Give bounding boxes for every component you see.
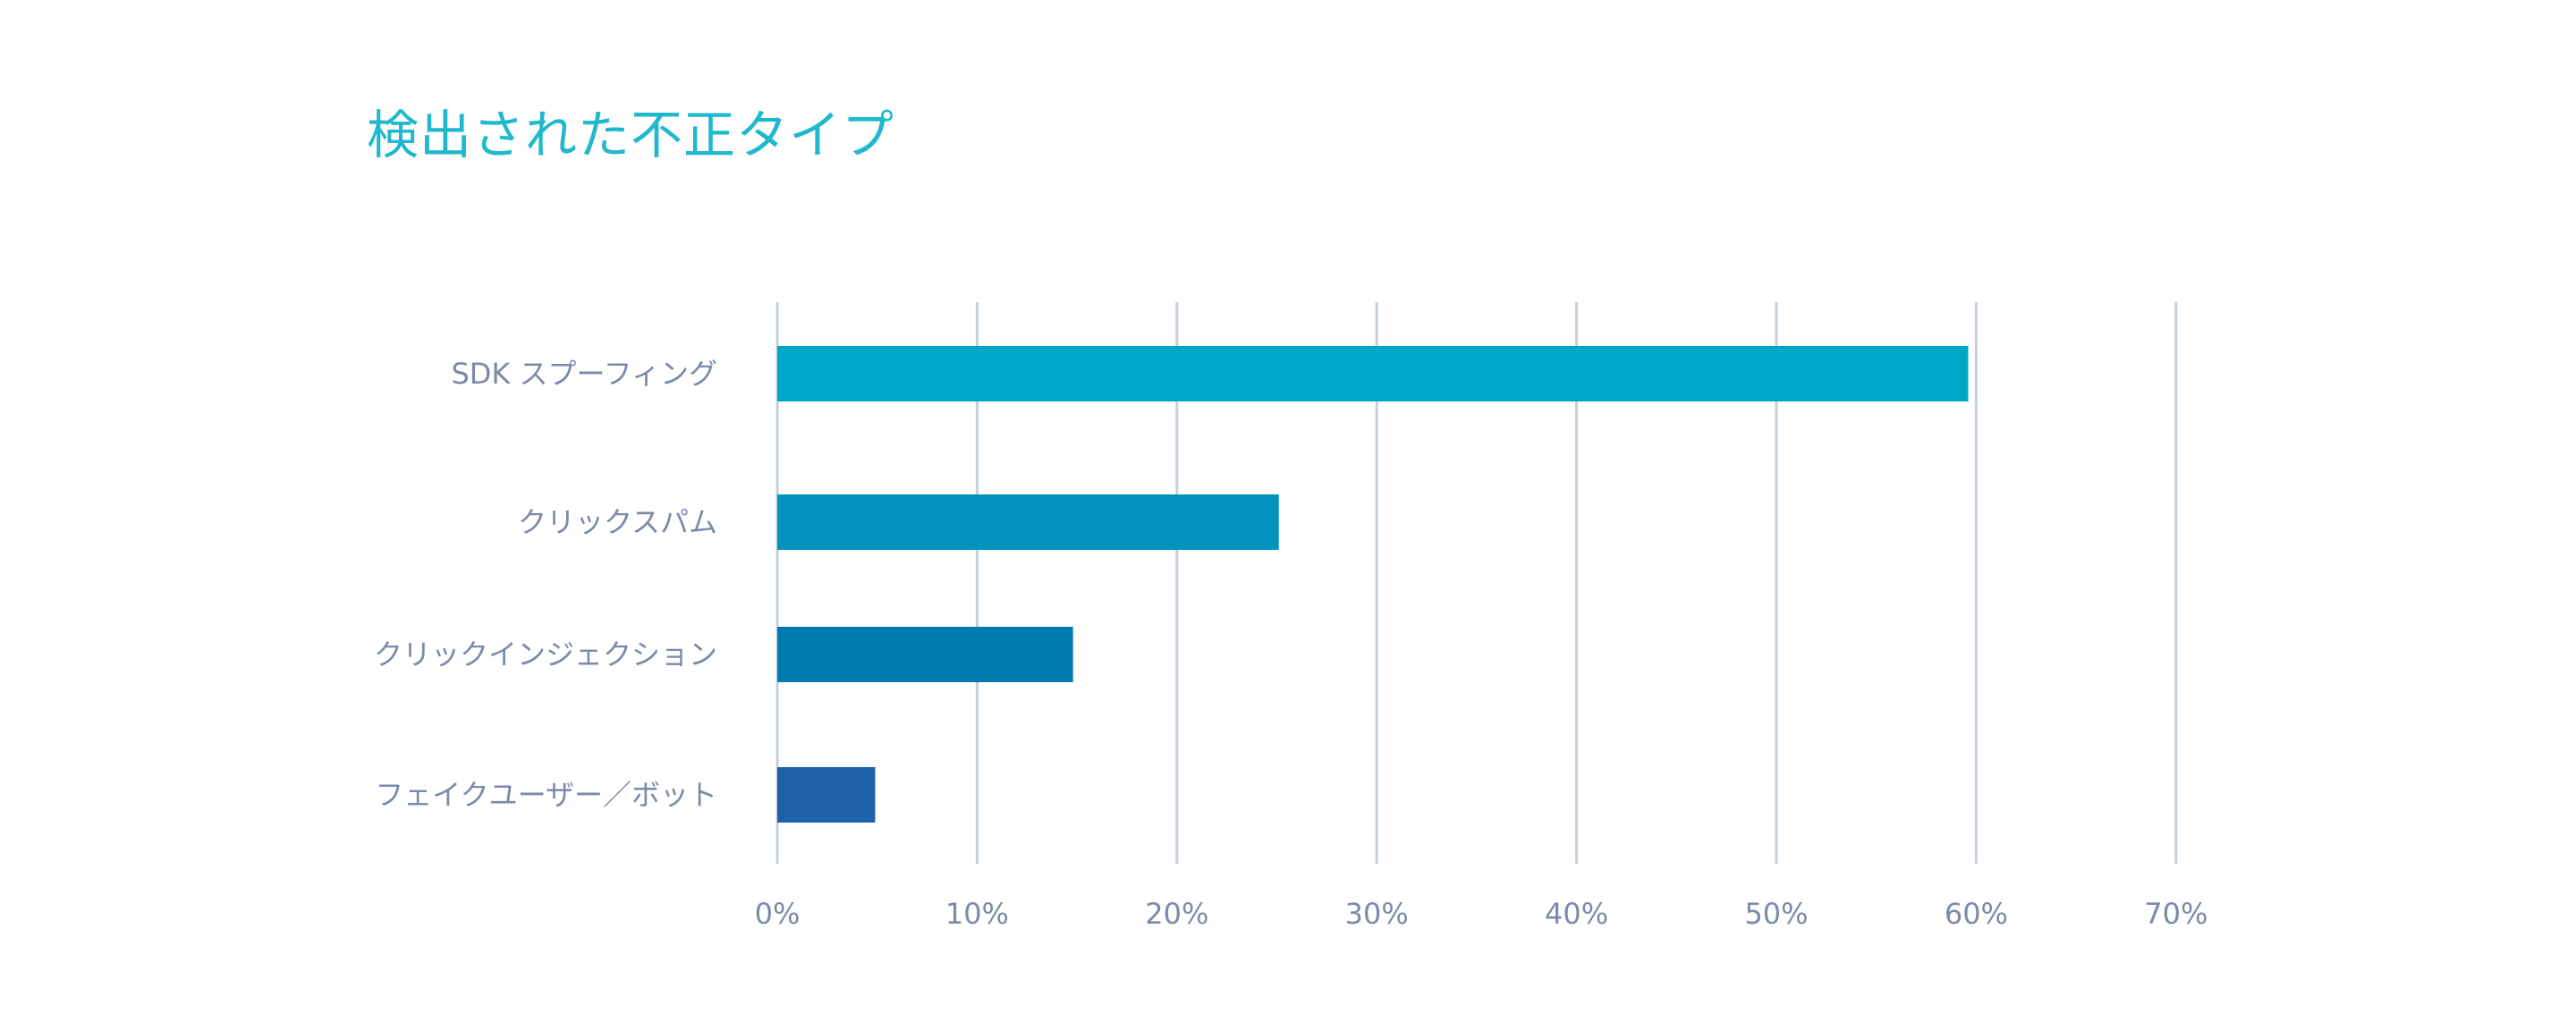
chart-title: 検出された不正タイプ bbox=[367, 105, 895, 165]
x-tick-label: 30% bbox=[1345, 897, 1409, 931]
bar bbox=[777, 494, 1279, 550]
bar bbox=[777, 767, 876, 823]
x-tick-label: 60% bbox=[1945, 897, 2008, 931]
bar bbox=[777, 346, 1969, 401]
x-tick-label: 10% bbox=[945, 897, 1009, 931]
category-label: SDK スプーフィング bbox=[451, 357, 717, 391]
x-tick-label: 40% bbox=[1545, 897, 1608, 931]
bars bbox=[777, 346, 1969, 823]
category-label: クリックスパム bbox=[518, 505, 717, 539]
category-labels: SDK スプーフィングクリックスパムクリックインジェクションフェイクユーザー／ボ… bbox=[374, 357, 717, 812]
x-tick-label: 70% bbox=[2144, 897, 2207, 931]
bar bbox=[777, 627, 1073, 682]
x-tick-label: 0% bbox=[755, 897, 801, 931]
category-label: フェイクユーザー／ボット bbox=[375, 778, 717, 812]
x-tick-label: 50% bbox=[1744, 897, 1808, 931]
category-label: クリックインジェクション bbox=[374, 637, 717, 671]
x-tick-label: 20% bbox=[1145, 897, 1208, 931]
x-tick-labels: 0% 10% 20% 30% 40% 50% 60% 70% bbox=[755, 897, 2208, 931]
